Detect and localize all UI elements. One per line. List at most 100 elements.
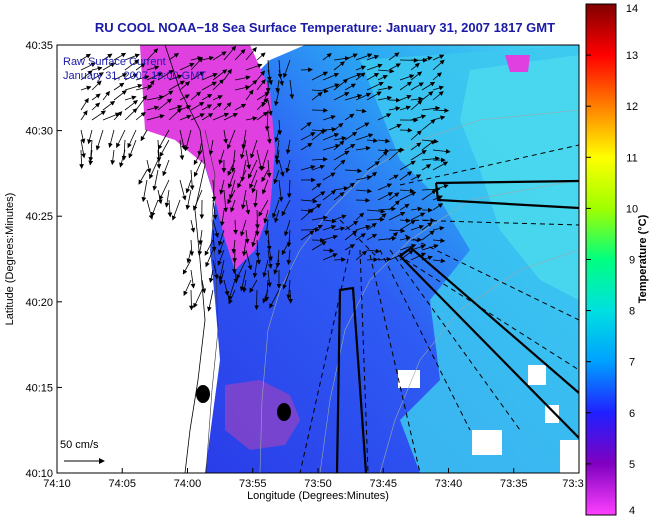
- current-vector: [212, 112, 230, 121]
- current-vector: [124, 83, 143, 91]
- current-vector: [421, 230, 435, 241]
- current-vector: [241, 239, 247, 257]
- current-vector: [377, 113, 392, 121]
- current-vector: [366, 233, 378, 241]
- x-tick-label: 73:50: [304, 478, 332, 490]
- current-vector: [410, 244, 426, 251]
- current-vector: [184, 129, 192, 152]
- current-vector: [432, 258, 446, 264]
- current-vector: [190, 269, 196, 289]
- current-vector: [344, 244, 356, 251]
- current-vector: [269, 289, 280, 309]
- current-vector: [366, 248, 381, 254]
- current-vector: [277, 119, 283, 136]
- current-vector: [167, 199, 173, 218]
- current-vector: [201, 94, 213, 101]
- current-vector: [80, 62, 97, 71]
- current-vector: [311, 156, 328, 162]
- current-vector: [285, 139, 291, 155]
- current-vector: [233, 269, 239, 284]
- current-vector: [236, 259, 247, 280]
- current-vector: [366, 257, 379, 263]
- current-vector: [388, 200, 400, 211]
- sst-cold-band: [140, 45, 275, 270]
- current-vector: [274, 209, 280, 224]
- shoreline-inner: [204, 129, 219, 473]
- current-vector: [322, 253, 338, 261]
- current-vector: [399, 191, 417, 201]
- current-vector: [344, 182, 355, 191]
- current-vector: [274, 89, 280, 107]
- current-vector: [179, 139, 185, 161]
- y-tick-label: 40:10: [25, 468, 53, 480]
- current-vector: [190, 113, 205, 121]
- current-vector: [267, 99, 273, 117]
- current-vector: [322, 190, 337, 201]
- current-vector: [190, 101, 205, 111]
- current-vector: [218, 149, 225, 165]
- current-vector: [227, 159, 236, 177]
- current-vector: [410, 82, 424, 91]
- sst-cold-upper-right: [505, 55, 530, 72]
- current-vector: [377, 75, 388, 81]
- current-vector: [333, 214, 347, 221]
- current-vector: [218, 259, 225, 282]
- current-vector: [91, 80, 102, 91]
- current-vector: [410, 252, 427, 261]
- current-vector: [159, 139, 170, 158]
- current-vector: [311, 224, 324, 231]
- current-vector: [300, 230, 315, 241]
- current-vector: [333, 56, 350, 61]
- current-vector: [193, 289, 203, 309]
- current-vector: [322, 53, 332, 61]
- current-vector: [212, 259, 219, 280]
- current-vector: [157, 90, 174, 101]
- current-vector: [377, 183, 393, 191]
- current-vector: [262, 289, 269, 304]
- current-vector: [264, 279, 270, 302]
- current-vector: [261, 169, 269, 183]
- current-vector: [286, 229, 292, 248]
- current-vector: [275, 149, 280, 165]
- current-vector: [234, 103, 247, 111]
- current-vector: [285, 159, 291, 174]
- current-vector: [159, 179, 170, 201]
- current-vector: [245, 79, 258, 91]
- current-vector: [421, 217, 436, 223]
- current-vector: [168, 104, 183, 111]
- current-vector: [333, 78, 349, 91]
- current-vector: [322, 143, 341, 151]
- current-vector: [227, 279, 236, 301]
- current-vector: [95, 129, 104, 151]
- current-vector: [91, 66, 103, 71]
- current-vector: [212, 199, 218, 220]
- current-vector: [124, 108, 138, 121]
- current-vector: [113, 52, 127, 61]
- current-vector: [135, 75, 150, 81]
- current-vector: [208, 269, 214, 283]
- current-vector: [245, 46, 257, 61]
- current-vector: [168, 74, 183, 81]
- current-vector: [157, 69, 174, 81]
- sst-cold-patch: [225, 380, 300, 450]
- current-vector: [135, 95, 148, 111]
- current-vector: [124, 95, 137, 101]
- current-vector: [201, 81, 217, 91]
- current-vector: [234, 85, 251, 91]
- nodata-patch: [545, 405, 559, 423]
- current-vector: [355, 122, 370, 131]
- colorbar-ticks: 4 5 6 7 8 9 10 11 12 13 14: [586, 3, 638, 517]
- current-vector: [201, 55, 214, 61]
- current-vector: [288, 289, 293, 304]
- current-vector: [189, 169, 195, 191]
- current-vector: [333, 61, 345, 71]
- current-vector: [399, 105, 411, 111]
- current-vector: [333, 150, 350, 161]
- current-vector: [322, 218, 337, 224]
- current-vector: [124, 59, 140, 71]
- current-vector: [208, 139, 214, 156]
- current-vector: [311, 191, 326, 201]
- current-vector: [410, 206, 423, 212]
- y-tick-label: 40:30: [25, 126, 53, 138]
- current-vector: [432, 195, 443, 201]
